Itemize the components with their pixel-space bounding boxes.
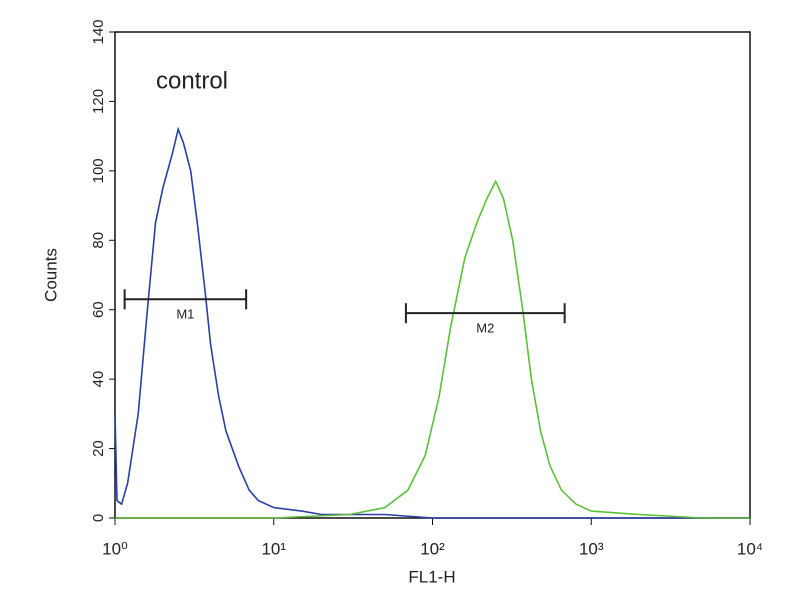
histogram-line — [114, 126, 750, 519]
y-tick-label: 0 — [90, 514, 107, 522]
x-tick-label: 10⁰ — [102, 539, 128, 558]
y-tick-label: 120 — [90, 89, 107, 114]
x-tick-label: 10³ — [579, 539, 604, 558]
plot-frame — [114, 31, 751, 519]
marker-label: M2 — [476, 321, 494, 336]
annotation: control — [156, 67, 228, 94]
marker-label: M1 — [176, 307, 194, 322]
x-tick-label: 10² — [420, 539, 445, 558]
x-tick-label: 10¹ — [261, 539, 286, 558]
y-tick-label: 80 — [90, 232, 107, 249]
histogram-line — [115, 179, 750, 519]
y-tick-label: 140 — [90, 19, 107, 44]
y-tick-label: 40 — [90, 371, 107, 388]
y-tick-label: 60 — [90, 301, 107, 318]
x-tick-label: 10⁴ — [737, 539, 763, 558]
x-axis-label: FL1-H — [408, 567, 455, 586]
y-tick-label: 100 — [90, 158, 107, 183]
y-tick-label: 20 — [90, 440, 107, 457]
y-axis-label: Counts — [41, 248, 60, 302]
